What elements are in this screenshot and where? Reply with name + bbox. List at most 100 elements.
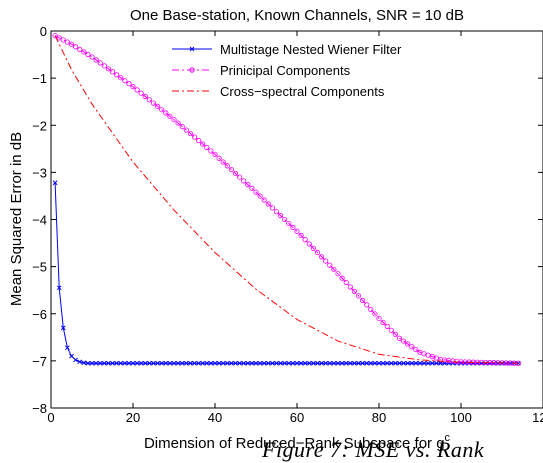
data-point [212, 151, 218, 158]
data-point [224, 360, 230, 366]
y-tick-label: −4 [32, 213, 47, 228]
data-point [56, 35, 62, 41]
data-point [130, 84, 136, 90]
data-point [134, 360, 140, 366]
data-point [212, 360, 218, 366]
data-point [376, 360, 382, 366]
data-point [122, 360, 128, 366]
data-point [233, 360, 238, 366]
data-point [208, 360, 214, 366]
y-tick-label: −5 [32, 260, 47, 275]
series-line [54, 182, 519, 364]
data-point [368, 306, 374, 313]
data-point [270, 360, 275, 366]
data-point [220, 360, 226, 366]
data-point [290, 224, 296, 230]
data-point [179, 123, 185, 130]
data-point [138, 90, 144, 96]
data-point [134, 87, 140, 93]
data-point [318, 254, 325, 260]
data-point [265, 360, 271, 366]
data-point [339, 360, 345, 366]
data-point [69, 353, 74, 359]
data-point [224, 163, 230, 169]
data-point [97, 60, 103, 66]
data-point [97, 360, 103, 366]
y-axis-title: Mean Squared Error in dB [8, 132, 25, 306]
data-point [347, 284, 353, 290]
data-point [122, 78, 128, 84]
data-point [265, 201, 271, 207]
data-point [241, 178, 247, 184]
data-point [323, 360, 329, 366]
chart-title: One Base-station, Known Channels, SNR = … [130, 7, 464, 24]
data-point [282, 360, 288, 366]
data-point [438, 360, 443, 366]
data-point [52, 180, 58, 186]
series-line [54, 35, 519, 364]
data-point [286, 360, 292, 366]
data-point [220, 159, 226, 165]
data-point [114, 72, 120, 78]
legend-marker [189, 67, 195, 73]
data-point [65, 345, 70, 351]
data-point [314, 249, 321, 256]
data-point [352, 360, 357, 366]
data-point [110, 360, 115, 366]
data-point [183, 127, 189, 133]
y-tick-label: −1 [32, 71, 47, 86]
y-tick-label: −2 [32, 118, 47, 133]
series-layer [52, 33, 522, 366]
data-point [339, 275, 345, 281]
data-point [85, 360, 91, 366]
data-point [52, 33, 58, 39]
y-tick-label: −8 [32, 401, 47, 416]
data-point [171, 360, 177, 366]
data-point [187, 130, 193, 137]
x-axis-title-superscript: c [445, 432, 451, 444]
data-point [392, 331, 398, 337]
data-point [405, 341, 411, 347]
data-point [384, 360, 390, 366]
data-point [278, 360, 283, 366]
data-point [302, 237, 308, 243]
data-point [298, 360, 304, 366]
data-point [273, 209, 280, 215]
data-point [434, 360, 439, 366]
data-point [421, 360, 427, 366]
data-point [118, 75, 124, 81]
data-point [376, 315, 382, 322]
data-point [159, 107, 165, 113]
data-point [60, 325, 66, 331]
data-point [118, 360, 124, 366]
data-point [277, 213, 284, 219]
data-point [351, 288, 357, 295]
legend-label: Multistage Nested Wiener Filter [220, 42, 402, 57]
data-point [237, 174, 243, 180]
data-point [183, 360, 189, 366]
data-point [151, 360, 156, 366]
data-point [356, 360, 361, 366]
data-point [188, 360, 193, 366]
x-tick-label: 40 [208, 410, 222, 425]
data-point [401, 360, 406, 366]
y-tick-label: 0 [40, 24, 47, 39]
data-point [237, 360, 242, 366]
data-point [417, 360, 423, 366]
legend-item: Prinicipal Components [172, 63, 351, 78]
legend-item: Multistage Nested Wiener Filter [172, 42, 402, 57]
data-point [191, 134, 198, 140]
data-point [159, 360, 165, 366]
data-point [335, 360, 341, 366]
data-point [179, 360, 185, 366]
data-point [372, 311, 378, 317]
data-point [208, 148, 214, 154]
data-point [147, 360, 152, 366]
data-point [232, 170, 239, 176]
data-point [364, 360, 370, 366]
data-point [261, 360, 267, 366]
data-point [163, 360, 169, 366]
data-point [388, 360, 394, 366]
data-point [282, 216, 288, 223]
data-point [138, 360, 144, 366]
